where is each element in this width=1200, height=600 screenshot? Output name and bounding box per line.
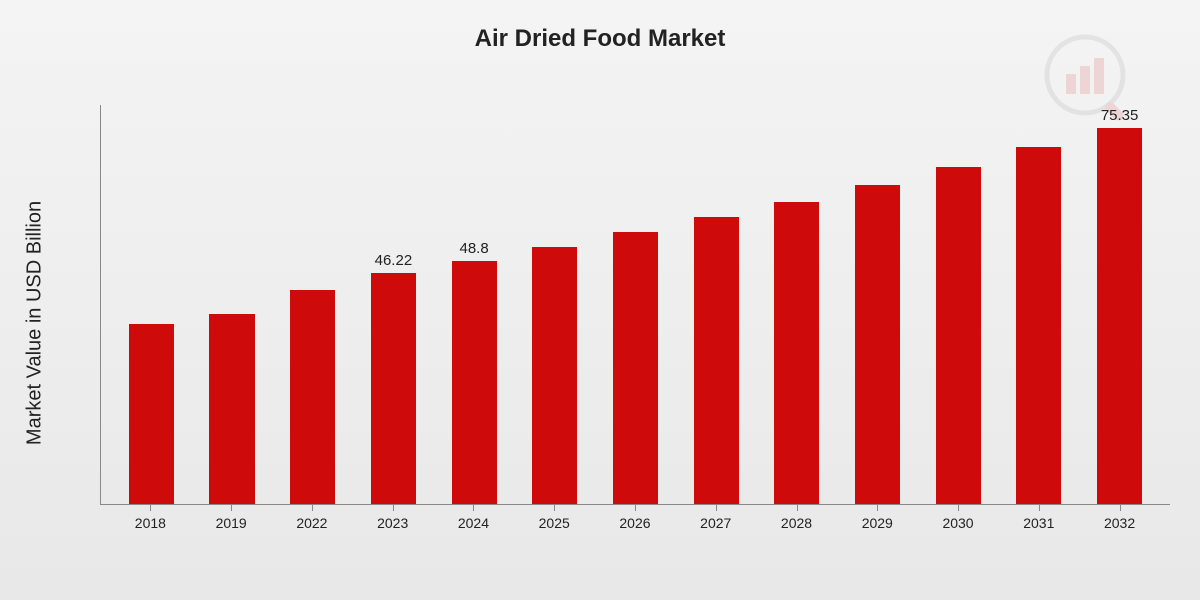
x-tick-label: 2032 [1104,515,1135,540]
x-tick-label: 2029 [862,515,893,540]
bar-column [111,105,192,504]
bar-column: 48.8 [434,105,515,504]
bar [371,273,416,504]
bar [532,247,577,504]
x-tick: 2027 [675,505,756,540]
bar [1097,128,1142,504]
x-tick: 2022 [272,505,353,540]
bar [1016,147,1061,504]
bar-value-label: 46.22 [375,252,413,270]
y-axis-label: Market Value in USD Billion [24,200,47,444]
bar [613,232,658,504]
x-tick: 2026 [595,505,676,540]
x-tick-label: 2027 [700,515,731,540]
x-tick: 2024 [433,505,514,540]
bar-column: 75.35 [1079,105,1160,504]
bar-column [676,105,757,504]
x-tick: 2032 [1079,505,1160,540]
x-tick-label: 2025 [539,515,570,540]
x-tick: 2018 [110,505,191,540]
x-tick: 2019 [191,505,272,540]
chart-area: Market Value in USD Billion 46.2248.875.… [60,105,1170,540]
x-tick-label: 2028 [781,515,812,540]
bar [855,185,900,504]
bar-value-label: 75.35 [1101,107,1139,125]
bar [936,167,981,504]
x-tick: 2028 [756,505,837,540]
x-tick: 2025 [514,505,595,540]
bar-column [272,105,353,504]
bar-column [192,105,273,504]
bar [774,202,819,504]
x-tick: 2023 [352,505,433,540]
x-tick-label: 2024 [458,515,489,540]
chart-title: Air Dried Food Market [0,0,1200,53]
bar [209,314,254,504]
bar [694,217,739,504]
x-tick: 2030 [918,505,999,540]
plot-region: 46.22 48.8 75.35 [100,105,1170,505]
bar-column [757,105,838,504]
x-tick-label: 2030 [942,515,973,540]
bar-value-label: 48.8 [459,240,488,258]
bar-column [514,105,595,504]
x-tick-label: 2022 [296,515,327,540]
bar-column [595,105,676,504]
bar-column [837,105,918,504]
x-tick-label: 2023 [377,515,408,540]
bar-column: 46.22 [353,105,434,504]
x-tick-label: 2019 [216,515,247,540]
x-tick-label: 2031 [1023,515,1054,540]
bar-column [999,105,1080,504]
bar [129,324,174,504]
bar [452,261,497,504]
bar-column [918,105,999,504]
x-tick: 2031 [998,505,1079,540]
x-tick-label: 2026 [619,515,650,540]
x-tick-label: 2018 [135,515,166,540]
bar [290,290,335,504]
x-tick: 2029 [837,505,918,540]
